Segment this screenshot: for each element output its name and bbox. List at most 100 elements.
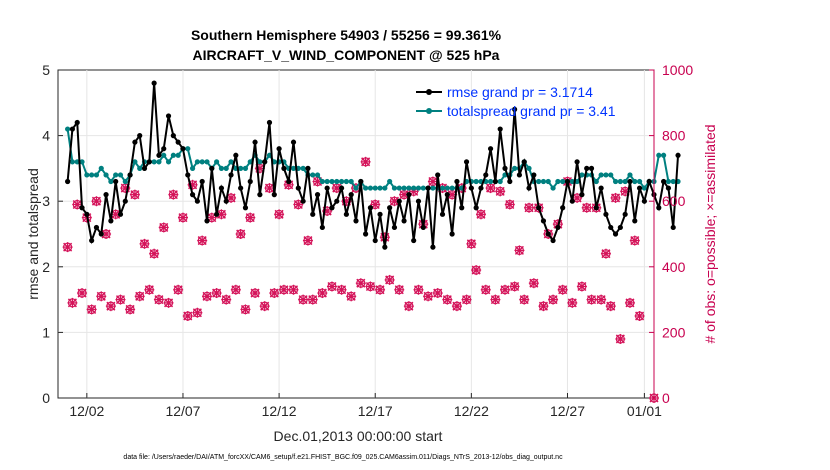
obs-count-point [221,294,232,305]
series-point [415,198,422,204]
series-point [137,133,143,139]
obs-count-point [168,189,179,200]
series-point [113,178,119,185]
series-point [468,185,474,191]
series-point [411,237,417,244]
series-point [430,185,436,191]
series-point [305,165,311,171]
series-point [382,244,388,250]
series-point [281,165,287,171]
obs-count-point [423,291,434,302]
obs-count-point [576,281,587,292]
y-right-tick-label: 600 [662,193,686,209]
obs-count-point [509,281,520,292]
series-point [483,172,489,178]
series-point [271,192,277,198]
series-point [79,205,85,211]
obs-count-point [548,294,559,305]
series-point [675,152,681,158]
series-point [560,205,566,211]
obs-count-point [413,284,424,295]
series-point [218,185,225,191]
series-point [185,172,191,178]
series-point [521,159,527,165]
series-point [435,172,441,178]
legend-spread-marker [426,108,432,114]
series-point [617,224,623,231]
series-point [218,165,225,171]
obs-count-point [394,284,405,295]
obs-count-point [466,238,477,249]
series-point [584,165,590,171]
y-right-tick-label: 1000 [662,62,693,78]
legend-rmse-marker [426,89,432,95]
series-point [603,172,609,178]
series-point [593,205,599,211]
series-point [372,185,378,191]
obs-count-point [346,291,357,302]
series-point [656,152,662,158]
series-point [564,178,571,185]
obs-count-point [490,294,501,305]
series-point [540,178,547,185]
series-point [214,211,220,217]
series-lines [65,80,681,250]
series-point [165,159,172,165]
obs-count-point [163,297,174,308]
obs-count-point [77,288,88,299]
series-point [348,178,354,185]
series-point [632,218,638,224]
series-point [69,159,76,165]
series-point [627,172,633,178]
series-point [151,159,157,165]
series-point [151,80,157,86]
series-point [641,185,647,191]
x-tick-label: 01/01 [627,403,662,419]
obs-count-point [240,304,251,315]
series-point [290,139,297,145]
series-point [137,165,143,171]
series-point [93,224,100,231]
x-axis-label: Dec.01,2013 00:00:00 start [274,428,443,444]
obs-count-point [514,245,525,256]
obs-count-point [278,284,289,295]
series-point [189,165,196,171]
series-point [665,185,672,191]
series-point [156,152,162,158]
obs-count-point [581,202,592,213]
obs-count-point [365,281,376,292]
series-point [555,224,561,231]
obs-count-point [144,284,155,295]
series-point [497,178,503,185]
series-point [175,152,181,158]
series-point [353,218,359,224]
series-point [79,159,85,165]
series-point [353,185,359,191]
series-point [358,178,364,185]
obs-count-point [269,288,280,299]
obs-count-point [96,291,107,302]
series-point [560,178,566,185]
obs-count-point [250,288,261,299]
series-point [161,152,167,158]
series-point [632,178,638,185]
series-point [89,237,95,244]
obs-count-point [519,294,530,305]
series-point [209,165,215,171]
series-point [411,185,417,191]
series-point [338,185,345,191]
obs-count-point [326,281,337,292]
series-point [425,185,431,191]
series-point [363,185,369,191]
obs-count-point [624,297,635,308]
obs-count-point [302,235,313,246]
x-tick-label: 12/02 [69,403,104,419]
series-point [257,192,263,198]
series-point [122,178,128,185]
series-point [588,165,595,171]
series-point [334,178,340,185]
series-point [103,192,109,198]
y-right-tick-label: 800 [662,128,686,144]
obs-count-point [605,301,616,312]
series-point [132,139,138,145]
